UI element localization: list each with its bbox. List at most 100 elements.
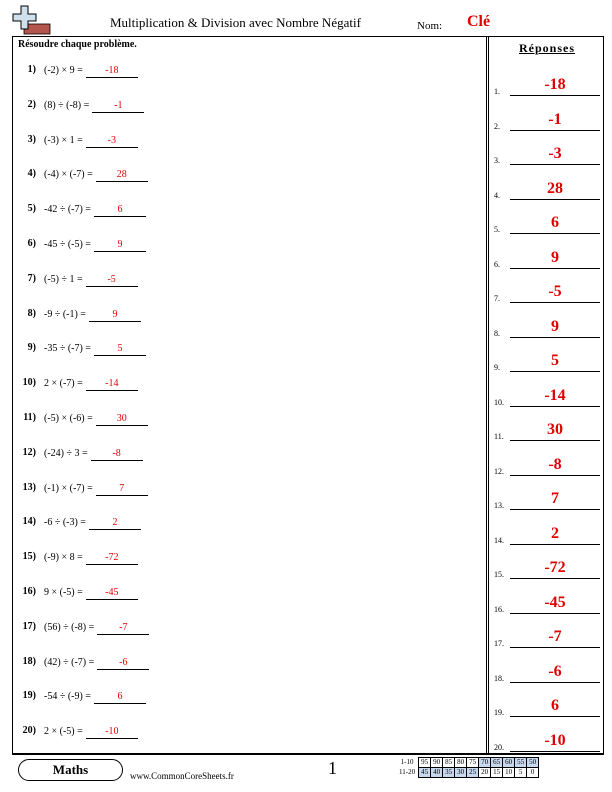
problem-number: 1) <box>27 64 36 75</box>
answer-blank[interactable]: -1 <box>92 99 145 113</box>
answer-blank[interactable]: -10 <box>85 725 138 740</box>
answer-blank[interactable]: -45 <box>85 586 138 600</box>
answer-row: 12. -8 <box>494 454 600 478</box>
answer-number: 5. <box>494 225 500 234</box>
score-cell: 60 <box>502 757 516 768</box>
problem-expression: -54 ÷ (-9) = 6 <box>44 690 146 705</box>
problem-row: 8) -9 ÷ (-1) = 9 <box>0 304 480 324</box>
problem-number: 18) <box>22 655 36 667</box>
problem-expression: 2 × (-7) = -14 <box>44 377 138 392</box>
problem-expression: (8) ÷ (-8) = -1 <box>44 99 145 113</box>
answer-value: -18 <box>544 76 566 93</box>
answer-blank[interactable]: -6 <box>97 656 150 670</box>
score-cell: 45 <box>418 767 432 778</box>
score-cell: 95 <box>418 757 432 768</box>
problem-number: 10) <box>22 377 36 389</box>
answer-blank[interactable]: -18 <box>85 64 138 78</box>
answer-value: -10 <box>544 731 566 749</box>
answer-row: 20. -10 <box>494 730 600 754</box>
footer-rule <box>12 754 604 755</box>
name-value: Clé <box>467 13 491 30</box>
problem-expression: -9 ÷ (-1) = 9 <box>44 308 141 322</box>
score-cell: 5 <box>514 767 528 778</box>
problem-row: 14) -6 ÷ (-3) = 2 <box>0 512 480 532</box>
answer-number: 18. <box>494 673 504 683</box>
answer-blank[interactable]: 6 <box>93 203 146 218</box>
score-row-label: 1-10 <box>400 758 414 766</box>
answer-row: 7. -5 <box>494 281 600 305</box>
answer-blank[interactable]: 9 <box>93 238 146 252</box>
plus-minus-logo-icon <box>12 5 51 35</box>
problem-row: 17) (56) ÷ (-8) = -7 <box>0 617 480 637</box>
answer-blank[interactable]: 2 <box>88 516 141 531</box>
website-link[interactable]: www.CommonCoreSheets.fr <box>130 771 234 781</box>
answer-row: 3. -3 <box>494 143 600 167</box>
answer-line <box>510 371 600 372</box>
problem-number: 12) <box>22 446 36 458</box>
answer-number: 17. <box>494 639 504 648</box>
answer-blank[interactable]: -3 <box>85 134 138 148</box>
answer-blank[interactable]: -7 <box>97 621 150 635</box>
answer-number: 13. <box>494 501 504 510</box>
answer-line <box>510 578 600 579</box>
score-cell: 0 <box>526 767 540 778</box>
answer-line <box>510 198 600 200</box>
score-cell: 85 <box>442 757 456 768</box>
problem-row: 10) 2 × (-7) = -14 <box>0 373 480 393</box>
answer-row: 9. 5 <box>494 350 600 374</box>
problem-number: 11) <box>23 412 36 423</box>
answer-blank[interactable]: -5 <box>85 273 138 287</box>
answer-number: 20. <box>494 742 504 752</box>
answer-number: 14. <box>494 535 504 545</box>
answer-blank[interactable]: 5 <box>93 342 146 357</box>
answer-blank[interactable]: -72 <box>85 551 138 566</box>
answer-value: -5 <box>548 283 562 300</box>
answer-blank[interactable]: 30 <box>95 412 148 426</box>
answer-value: 2 <box>551 524 559 542</box>
problem-number: 9) <box>27 342 36 354</box>
answer-row: 1. -18 <box>494 74 600 98</box>
answer-line <box>510 405 600 407</box>
answer-row: 6. 9 <box>494 247 600 271</box>
answer-blank[interactable]: -14 <box>85 377 138 392</box>
problem-expression: -35 ÷ (-7) = 5 <box>44 342 146 357</box>
answer-row: 16. -45 <box>494 592 600 616</box>
problem-row: 19) -54 ÷ (-9) = 6 <box>0 686 480 706</box>
answer-value: -1 <box>548 110 562 128</box>
answer-blank[interactable]: 7 <box>95 482 148 496</box>
answers-title: Réponses <box>518 41 575 55</box>
answer-value: 30 <box>547 421 563 438</box>
score-cell: 30 <box>454 767 468 778</box>
problem-expression: (56) ÷ (-8) = -7 <box>44 621 150 635</box>
problem-expression: -6 ÷ (-3) = 2 <box>44 516 141 531</box>
answer-row: 15. -72 <box>494 557 600 581</box>
answer-line <box>510 267 600 269</box>
instructions: Résoudre chaque problème. <box>18 39 137 50</box>
answer-row: 11. 30 <box>494 419 600 443</box>
answer-blank[interactable]: -8 <box>90 447 143 461</box>
problem-number: 8) <box>27 307 36 319</box>
answer-number: 10. <box>494 397 504 407</box>
column-divider <box>486 37 489 753</box>
problem-expression: (-2) × 9 = -18 <box>44 64 138 78</box>
answer-value: -14 <box>544 386 566 404</box>
answer-blank[interactable]: 9 <box>88 308 141 322</box>
answer-number: 12. <box>494 466 504 476</box>
answer-number: 3. <box>494 156 500 165</box>
answer-line <box>510 440 600 441</box>
worksheet-title: Multiplication & Division avec Nombre Né… <box>110 15 361 30</box>
answer-blank[interactable]: 6 <box>93 690 146 705</box>
problem-number: 15) <box>22 551 36 563</box>
answer-blank[interactable]: 28 <box>95 168 148 183</box>
answer-value: 28 <box>547 179 563 197</box>
problem-row: 4) (-4) × (-7) = 28 <box>0 164 480 184</box>
problem-expression: (42) ÷ (-7) = -6 <box>44 656 150 670</box>
problem-row: 7) (-5) ÷ 1 = -5 <box>0 269 480 289</box>
answer-line <box>510 129 600 131</box>
problem-row: 9) -35 ÷ (-7) = 5 <box>0 338 480 358</box>
answer-line <box>510 474 600 476</box>
answer-value: 6 <box>551 214 559 231</box>
score-row: 11-20 45 40 35 30 25 20 15 10 5 0 <box>397 767 540 778</box>
score-cell: 35 <box>442 767 456 778</box>
answer-value: -8 <box>548 455 562 473</box>
